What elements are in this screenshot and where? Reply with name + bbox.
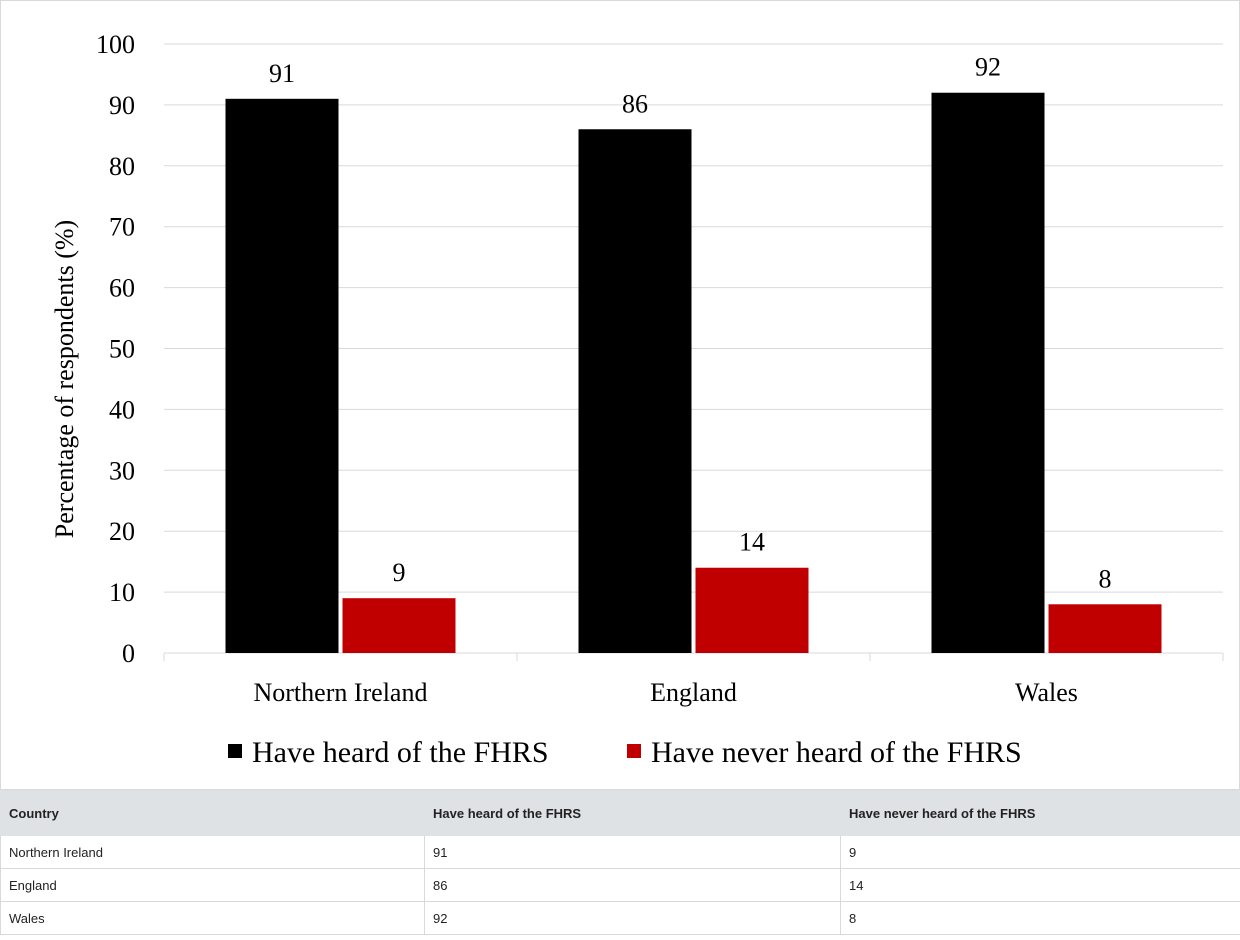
bar — [1048, 604, 1162, 653]
y-tick-label: 30 — [109, 456, 135, 485]
table-cell: England — [0, 868, 425, 902]
legend-label: Have never heard of the FHRS — [651, 736, 1022, 769]
table-cell: Wales — [0, 901, 425, 935]
bar — [578, 129, 692, 653]
table-row: Northern Ireland 91 9 — [0, 835, 1240, 869]
table-cell: Northern Ireland — [0, 835, 425, 869]
bar-chart: 0 10 20 30 40 50 60 70 80 90 100 91 9 Northern Irelan… — [50, 30, 1224, 769]
table-cell: 14 — [840, 868, 1240, 902]
table-header-row: Country Have heard of the FHRS Have neve… — [0, 790, 1240, 836]
y-tick-label: 60 — [109, 274, 135, 303]
data-label: 86 — [622, 89, 648, 118]
bar — [225, 98, 339, 653]
bar — [931, 92, 1045, 654]
y-tick-label: 50 — [109, 335, 135, 364]
table-header-never-heard: Have never heard of the FHRS — [840, 790, 1240, 836]
legend-swatch — [228, 744, 242, 758]
y-tick-label: 0 — [122, 639, 135, 668]
table-cell: 92 — [424, 901, 841, 935]
x-category-label: Wales — [1015, 678, 1078, 707]
bar — [342, 598, 456, 653]
table-row: England 86 14 — [0, 868, 1240, 902]
data-label: 91 — [269, 59, 295, 88]
y-tick-label: 90 — [109, 91, 135, 120]
table-header-country: Country — [0, 790, 425, 836]
y-tick-label: 80 — [109, 152, 135, 181]
data-label: 9 — [393, 558, 406, 587]
legend-swatch — [627, 744, 641, 758]
table-cell: 86 — [424, 868, 841, 902]
y-tick-label: 40 — [109, 395, 135, 424]
chart-container: 0 10 20 30 40 50 60 70 80 90 100 91 9 Northern Irelan… — [0, 0, 1240, 790]
data-table: Country Have heard of the FHRS Have neve… — [0, 790, 1240, 935]
table-header-heard: Have heard of the FHRS — [424, 790, 841, 836]
data-label: 8 — [1099, 564, 1112, 593]
y-tick-label: 100 — [96, 30, 135, 59]
x-category-label: England — [650, 678, 737, 707]
y-tick-label: 70 — [109, 213, 135, 242]
legend-label: Have heard of the FHRS — [252, 736, 549, 769]
table-cell: 9 — [840, 835, 1240, 869]
bar — [695, 567, 809, 653]
data-label: 92 — [975, 53, 1001, 82]
y-axis-title: Percentage of respondents (%) — [50, 220, 79, 538]
x-category-label: Northern Ireland — [254, 678, 428, 707]
table-cell: 8 — [840, 901, 1240, 935]
table-cell: 91 — [424, 835, 841, 869]
table-row: Wales 92 8 — [0, 901, 1240, 935]
y-tick-label: 20 — [109, 517, 135, 546]
y-tick-label: 10 — [109, 578, 135, 607]
data-label: 14 — [739, 528, 765, 557]
